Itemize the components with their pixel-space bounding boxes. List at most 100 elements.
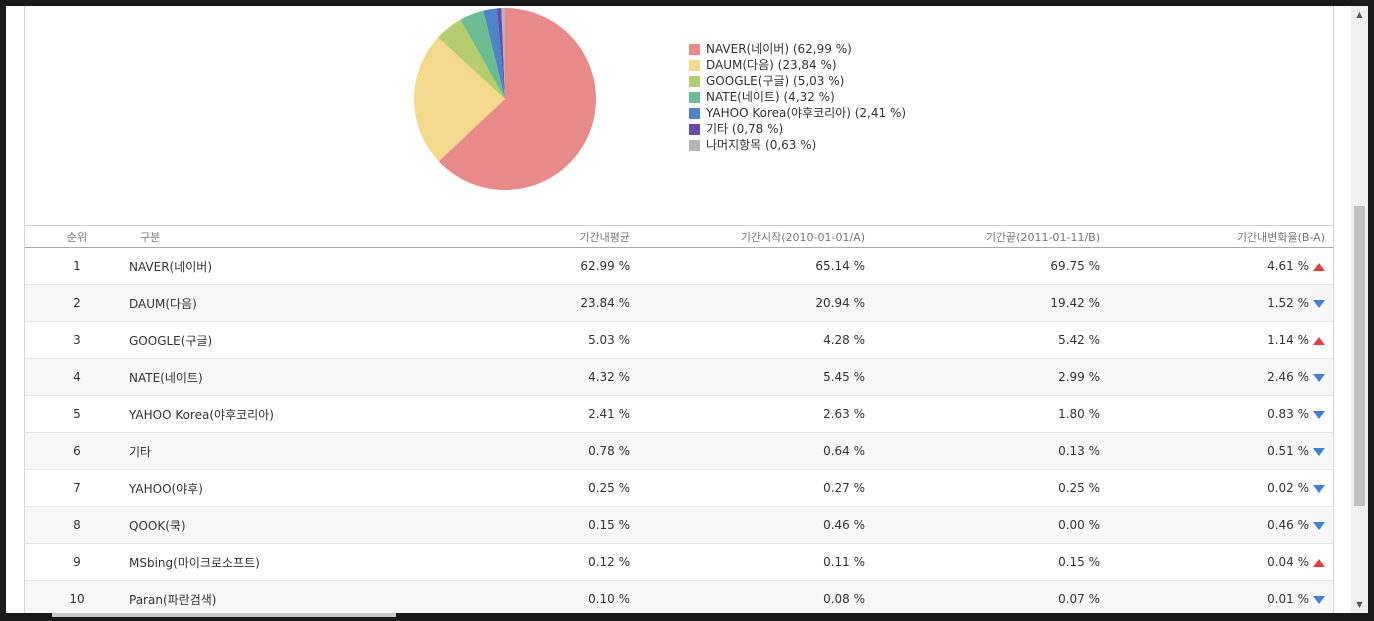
table-row: 4 NATE(네이트) 4.32 % 5.45 % 2.99 % 2.46 % [25, 358, 1333, 396]
legend-swatch [689, 43, 700, 55]
change-rate-value: 0.01 % [1267, 592, 1309, 606]
table-row: 2 DAUM(다음) 23.84 % 20.94 % 19.42 % 1.52 % [25, 284, 1333, 322]
trend-up-icon [1313, 262, 1325, 271]
change-rate-cell: 0.83 % [1100, 395, 1333, 433]
period-end-cell: 1.80 % [865, 395, 1100, 433]
average-cell: 0.15 % [395, 506, 630, 544]
scrollbar-thumb[interactable] [1354, 206, 1365, 506]
change-rate-value: 1.14 % [1267, 333, 1309, 347]
legend-swatch [689, 91, 700, 103]
change-rate-value: 4.61 % [1267, 259, 1309, 273]
table-row: 9 MSbing(마이크로소프트) 0.12 % 0.11 % 0.15 % 0.04 % [25, 543, 1333, 581]
header-change-rate: 기간내변화율(B-A) [1100, 225, 1333, 248]
change-rate-cell: 0.46 % [1100, 506, 1333, 544]
table-row: 10 Paran(파란검색) 0.10 % 0.08 % 0.07 % 0.01 % [25, 580, 1333, 613]
change-rate-value: 0.51 % [1267, 444, 1309, 458]
stats-panel: NAVER(네이버) (62,99 %) DAUM(다음) (23,84 %) GO… [24, 6, 1334, 613]
name-cell: DAUM(다음) [129, 284, 395, 322]
trend-up-icon [1313, 558, 1325, 567]
rank-cell: 7 [25, 469, 129, 507]
legend-swatch [689, 107, 700, 119]
table-row: 6 기타 0.78 % 0.64 % 0.13 % 0.51 % [25, 432, 1333, 470]
name-cell: YAHOO Korea(야후코리아) [129, 395, 395, 433]
change-rate-cell: 4.61 % [1100, 247, 1333, 285]
legend-item: 기타 (0,78 %) [689, 121, 906, 137]
rank-cell: 9 [25, 543, 129, 581]
average-cell: 5.03 % [395, 321, 630, 359]
legend-label: YAHOO Korea(야후코리아) (2,41 %) [706, 106, 907, 120]
table-row: 8 QOOK(쿡) 0.15 % 0.46 % 0.00 % 0.46 % [25, 506, 1333, 544]
period-start-cell: 2.63 % [630, 395, 865, 433]
period-start-cell: 0.27 % [630, 469, 865, 507]
change-rate-value: 2.46 % [1267, 370, 1309, 384]
average-cell: 0.78 % [395, 432, 630, 470]
period-end-cell: 19.42 % [865, 284, 1100, 322]
rank-cell: 5 [25, 395, 129, 433]
pie-slice [460, 10, 505, 99]
rank-cell: 10 [25, 580, 129, 613]
change-rate-cell: 1.14 % [1100, 321, 1333, 359]
vertical-scrollbar[interactable]: ▲ ▼ [1351, 6, 1368, 613]
period-start-cell: 0.46 % [630, 506, 865, 544]
rank-cell: 6 [25, 432, 129, 470]
legend-label: NATE(네이트) (4,32 %) [706, 90, 835, 104]
legend-swatch [689, 139, 700, 151]
change-rate-cell: 1.52 % [1100, 284, 1333, 322]
period-end-cell: 5.42 % [865, 321, 1100, 359]
trend-down-icon [1313, 595, 1325, 604]
legend-label: NAVER(네이버) (62,99 %) [706, 42, 852, 56]
name-cell: Paran(파란검색) [129, 580, 395, 613]
average-cell: 62.99 % [395, 247, 630, 285]
average-cell: 2.41 % [395, 395, 630, 433]
average-cell: 0.25 % [395, 469, 630, 507]
triangle-down-icon[interactable]: ▼ [1356, 600, 1363, 609]
period-start-cell: 65.14 % [630, 247, 865, 285]
pie-slice [496, 8, 505, 100]
average-cell: 0.10 % [395, 580, 630, 613]
period-end-cell: 0.00 % [865, 506, 1100, 544]
rank-cell: 3 [25, 321, 129, 359]
table-row: 3 GOOGLE(구글) 5.03 % 4.28 % 5.42 % 1.14 % [25, 321, 1333, 359]
period-start-cell: 0.08 % [630, 580, 865, 613]
header-period-end: 기간끝(2011-01-11/B) [865, 225, 1100, 248]
period-start-cell: 0.64 % [630, 432, 865, 470]
header-average: 기간내평균 [395, 225, 630, 248]
header-name: 구분 [129, 225, 395, 248]
horizontal-scrollbar-thumb[interactable] [52, 613, 396, 617]
table-header-row: 순위 구분 기간내평균 기간시작(2010-01-01/A) 기간끝(2011-… [25, 225, 1333, 248]
change-rate-value: 0.83 % [1267, 407, 1309, 421]
name-cell: QOOK(쿡) [129, 506, 395, 544]
name-cell: YAHOO(야후) [129, 469, 395, 507]
change-rate-cell: 0.51 % [1100, 432, 1333, 470]
name-cell: NATE(네이트) [129, 358, 395, 396]
legend-label: 기타 (0,78 %) [706, 122, 784, 136]
table-row: 7 YAHOO(야후) 0.25 % 0.27 % 0.25 % 0.02 % [25, 469, 1333, 507]
period-end-cell: 69.75 % [865, 247, 1100, 285]
pie-chart [413, 8, 596, 191]
period-end-cell: 0.13 % [865, 432, 1100, 470]
legend-swatch [689, 59, 700, 71]
average-cell: 4.32 % [395, 358, 630, 396]
name-cell: 기타 [129, 432, 395, 470]
trend-down-icon [1313, 299, 1325, 308]
pie-slice [438, 19, 505, 99]
triangle-up-icon[interactable]: ▲ [1356, 10, 1363, 19]
trend-down-icon [1313, 521, 1325, 530]
average-cell: 23.84 % [395, 284, 630, 322]
legend-item: NATE(네이트) (4,32 %) [689, 89, 906, 105]
change-rate-cell: 0.02 % [1100, 469, 1333, 507]
rank-cell: 2 [25, 284, 129, 322]
chart-legend: NAVER(네이버) (62,99 %) DAUM(다음) (23,84 %) GO… [689, 41, 906, 153]
pie-slice [501, 8, 505, 99]
table-row: 5 YAHOO Korea(야후코리아) 2.41 % 2.63 % 1.80 % 0.8… [25, 395, 1333, 433]
stats-table: 순위 구분 기간내평균 기간시작(2010-01-01/A) 기간끝(2011-… [25, 225, 1333, 613]
trend-down-icon [1313, 410, 1325, 419]
trend-down-icon [1313, 447, 1325, 456]
legend-label: DAUM(다음) (23,84 %) [706, 58, 837, 72]
legend-item: 나머지항목 (0,63 %) [689, 137, 906, 153]
pie-slice [438, 8, 596, 191]
period-end-cell: 0.15 % [865, 543, 1100, 581]
table-row: 1 NAVER(네이버) 62.99 % 65.14 % 69.75 % 4.61 % [25, 247, 1333, 285]
name-cell: MSbing(마이크로소프트) [129, 543, 395, 581]
period-start-cell: 5.45 % [630, 358, 865, 396]
